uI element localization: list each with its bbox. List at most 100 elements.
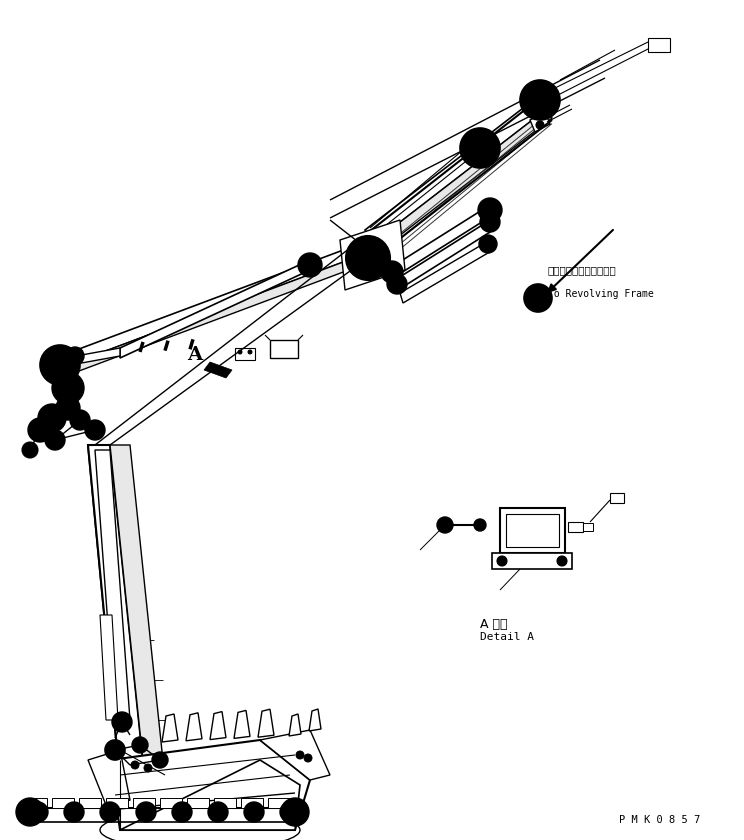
Circle shape: [22, 804, 38, 820]
Bar: [500, 508, 565, 553]
Polygon shape: [258, 709, 274, 738]
Circle shape: [52, 357, 68, 373]
Circle shape: [105, 807, 115, 817]
Circle shape: [536, 121, 544, 129]
Circle shape: [136, 802, 156, 822]
Circle shape: [136, 741, 144, 749]
Polygon shape: [214, 798, 236, 808]
Polygon shape: [530, 112, 550, 132]
Polygon shape: [210, 711, 226, 739]
Circle shape: [208, 802, 228, 822]
Polygon shape: [234, 711, 250, 738]
Polygon shape: [110, 445, 165, 780]
Circle shape: [131, 761, 139, 769]
Circle shape: [45, 430, 65, 450]
Circle shape: [48, 353, 72, 377]
Polygon shape: [52, 408, 80, 440]
Circle shape: [520, 80, 560, 120]
Circle shape: [285, 807, 295, 817]
Circle shape: [50, 435, 60, 445]
Circle shape: [70, 351, 80, 361]
Bar: [583, 523, 593, 531]
Polygon shape: [260, 730, 330, 780]
Circle shape: [46, 351, 74, 379]
Circle shape: [499, 559, 504, 564]
Polygon shape: [241, 798, 263, 808]
Circle shape: [475, 143, 485, 153]
Circle shape: [535, 295, 541, 301]
Circle shape: [346, 236, 390, 280]
Polygon shape: [55, 240, 370, 370]
Circle shape: [66, 347, 84, 365]
Circle shape: [559, 559, 565, 564]
Circle shape: [477, 522, 483, 528]
Circle shape: [109, 744, 121, 756]
Circle shape: [460, 128, 500, 168]
Circle shape: [483, 203, 497, 217]
Circle shape: [144, 764, 152, 772]
Circle shape: [534, 94, 546, 106]
Circle shape: [244, 802, 264, 822]
Circle shape: [70, 410, 90, 430]
Polygon shape: [120, 760, 300, 830]
Circle shape: [528, 88, 552, 112]
Circle shape: [40, 345, 80, 385]
Circle shape: [112, 712, 132, 732]
Circle shape: [22, 442, 38, 458]
Circle shape: [52, 372, 84, 404]
Bar: [568, 522, 583, 532]
Polygon shape: [160, 798, 182, 808]
Polygon shape: [110, 740, 310, 830]
Circle shape: [28, 802, 48, 822]
Polygon shape: [120, 260, 310, 358]
Circle shape: [298, 253, 322, 277]
Circle shape: [280, 802, 300, 822]
Polygon shape: [162, 714, 178, 742]
Circle shape: [64, 802, 84, 822]
Text: A: A: [187, 346, 202, 364]
Polygon shape: [88, 750, 130, 810]
Circle shape: [61, 401, 75, 415]
Polygon shape: [204, 362, 232, 378]
Circle shape: [132, 737, 148, 753]
Circle shape: [497, 556, 507, 566]
Text: Detail A: Detail A: [480, 632, 534, 642]
Circle shape: [56, 396, 80, 420]
Circle shape: [391, 278, 403, 290]
Polygon shape: [187, 798, 209, 808]
Circle shape: [441, 521, 449, 529]
Circle shape: [354, 244, 382, 272]
Polygon shape: [390, 205, 493, 278]
Bar: [506, 514, 559, 547]
Bar: [492, 553, 572, 569]
Polygon shape: [400, 240, 493, 303]
Circle shape: [85, 420, 105, 440]
Circle shape: [117, 717, 127, 727]
Circle shape: [287, 804, 303, 820]
Circle shape: [152, 752, 168, 768]
Bar: [610, 493, 624, 503]
Circle shape: [248, 350, 252, 354]
Text: To Revolving Frame: To Revolving Frame: [548, 289, 654, 299]
Circle shape: [296, 751, 304, 759]
Polygon shape: [268, 798, 290, 808]
Circle shape: [156, 756, 164, 764]
Circle shape: [59, 379, 77, 397]
Circle shape: [281, 798, 309, 826]
Circle shape: [249, 807, 259, 817]
Circle shape: [381, 261, 403, 283]
Bar: [270, 340, 298, 358]
Circle shape: [26, 446, 34, 454]
Polygon shape: [88, 445, 145, 780]
Circle shape: [303, 258, 317, 272]
Circle shape: [557, 556, 567, 566]
Polygon shape: [55, 252, 370, 380]
Bar: [235, 348, 255, 360]
Circle shape: [478, 198, 502, 222]
Circle shape: [362, 252, 374, 264]
Circle shape: [480, 212, 500, 232]
Circle shape: [474, 519, 486, 531]
Polygon shape: [52, 798, 74, 808]
Polygon shape: [373, 108, 552, 253]
Bar: [648, 38, 670, 52]
